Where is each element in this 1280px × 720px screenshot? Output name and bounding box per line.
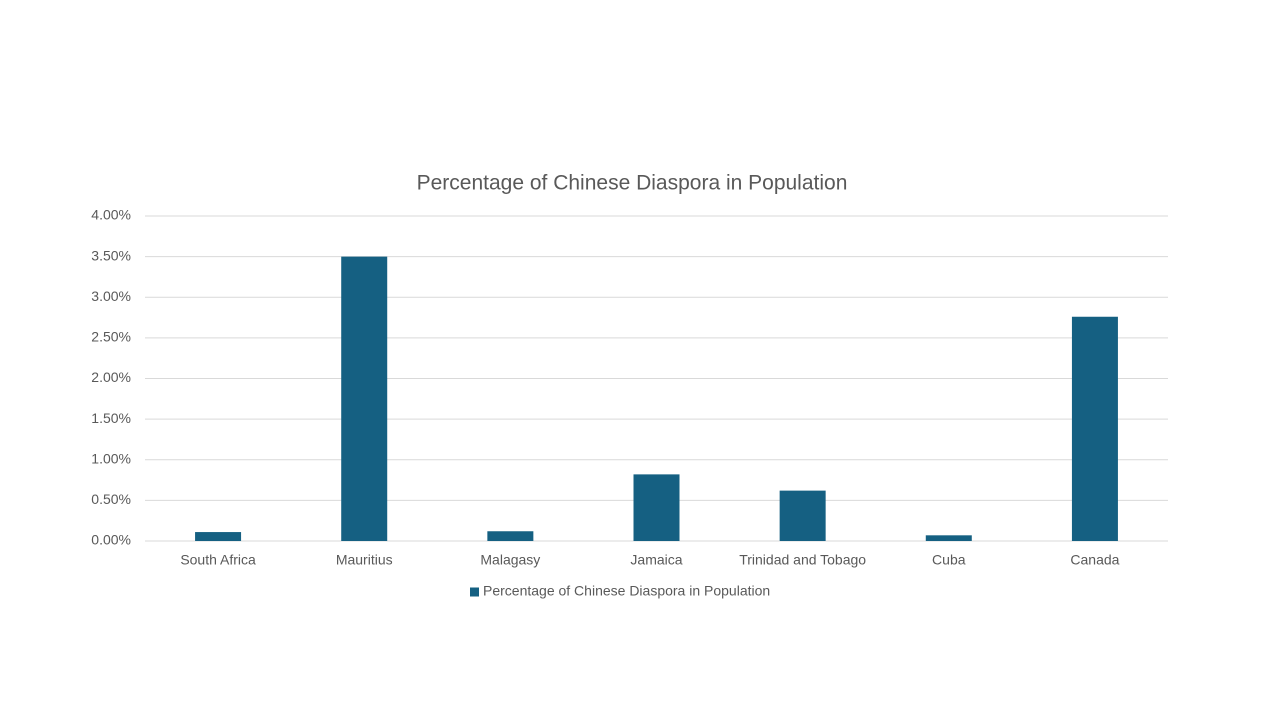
y-tick-label: 1.50% [91, 410, 131, 426]
y-tick-label: 2.50% [91, 329, 131, 345]
y-tick-label: 3.00% [91, 288, 131, 304]
x-tick-label: Malagasy [480, 552, 540, 568]
bar [487, 531, 534, 541]
x-tick-label: Jamaica [630, 552, 682, 568]
bar [779, 490, 826, 541]
x-tick-label: Cuba [932, 552, 966, 568]
bar [1071, 316, 1118, 541]
bar [341, 256, 388, 541]
x-tick-label: South Africa [180, 552, 256, 568]
x-tick-label: Mauritius [336, 552, 393, 568]
legend-label: Percentage of Chinese Diaspora in Popula… [483, 583, 770, 599]
x-tick-label: Canada [1070, 552, 1119, 568]
legend-marker [470, 587, 479, 597]
y-tick-label: 0.00% [91, 532, 131, 548]
y-tick-label: 1.00% [91, 450, 131, 466]
y-tick-label: 0.50% [91, 491, 131, 507]
bar [925, 535, 972, 541]
y-tick-label: 4.00% [91, 207, 131, 223]
chart-title: Percentage of Chinese Diaspora in Popula… [417, 172, 848, 195]
y-tick-label: 3.50% [91, 247, 131, 263]
y-tick-label: 2.00% [91, 369, 131, 385]
bar [633, 474, 680, 541]
x-tick-label: Trinidad and Tobago [739, 552, 866, 568]
bar [195, 532, 242, 541]
